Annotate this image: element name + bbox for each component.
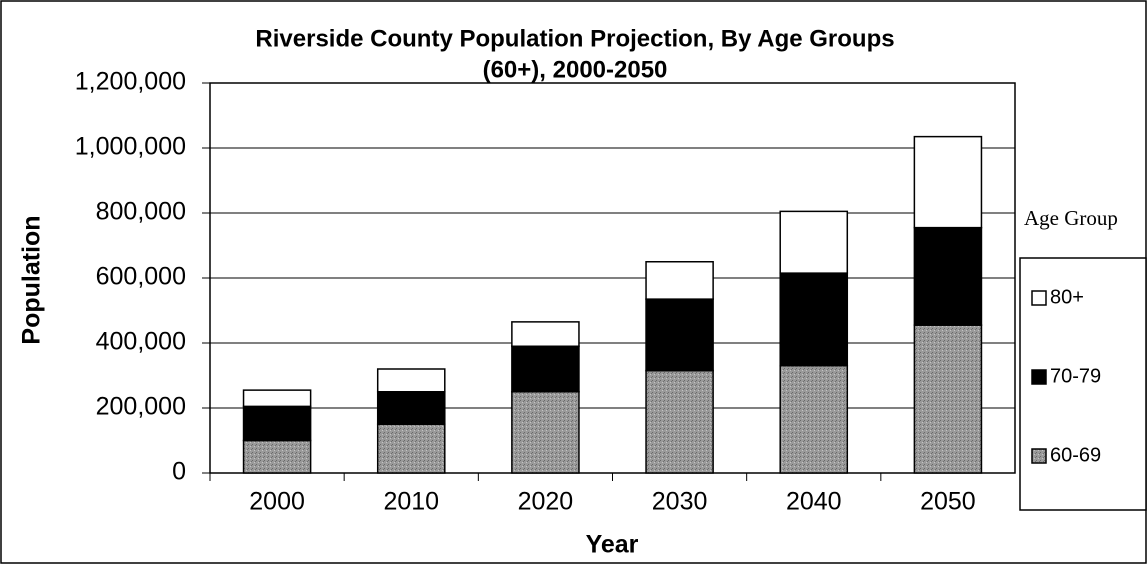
y-tick-label: 1,000,000 <box>75 133 186 161</box>
bar-segment <box>913 226 983 326</box>
x-tick-label: 2020 <box>518 488 574 516</box>
y-tick-label: 200,000 <box>96 393 186 421</box>
legend-title: Age Group <box>1024 206 1118 230</box>
x-tick-label: 2050 <box>920 488 976 516</box>
bar-segment <box>645 369 714 474</box>
y-tick-label: 0 <box>172 458 186 486</box>
y-tick-label: 1,200,000 <box>75 68 186 96</box>
legend-label: 60-69 <box>1050 444 1101 466</box>
legend-swatch <box>1031 448 1047 464</box>
y-axis-label: Population <box>18 215 46 344</box>
bar-segment <box>511 321 580 347</box>
x-tick-label: 2030 <box>652 488 708 516</box>
bar-segment <box>376 368 446 393</box>
bar-segment <box>913 135 983 229</box>
bar-segment <box>645 261 714 300</box>
legend-label: 80+ <box>1050 286 1084 308</box>
x-axis-label: Year <box>586 531 639 559</box>
y-tick-label: 600,000 <box>96 263 186 291</box>
chart-title: Riverside County Population Projection, … <box>255 25 894 52</box>
bar-segment <box>779 272 849 367</box>
bar-segment <box>242 405 312 442</box>
chart-title: (60+), 2000-2050 <box>483 56 668 83</box>
x-tick-label: 2000 <box>249 488 305 516</box>
x-tick-label: 2010 <box>383 488 439 516</box>
legend-swatch <box>1031 369 1047 385</box>
bar-segment <box>645 298 714 372</box>
legend-label: 70-79 <box>1050 365 1101 387</box>
x-tick-label: 2040 <box>786 488 842 516</box>
bar-segment <box>376 423 446 474</box>
bar-segment <box>779 365 849 474</box>
bar-segment <box>376 391 446 425</box>
bar-segment <box>511 345 580 393</box>
bar-segment <box>242 389 312 408</box>
y-tick-label: 800,000 <box>96 198 186 226</box>
bar-segment <box>511 391 580 474</box>
bar-segment <box>242 439 312 474</box>
bar-segment <box>913 324 983 474</box>
legend-swatch <box>1031 290 1047 306</box>
y-tick-label: 400,000 <box>96 328 186 356</box>
bar-segment <box>779 210 849 274</box>
